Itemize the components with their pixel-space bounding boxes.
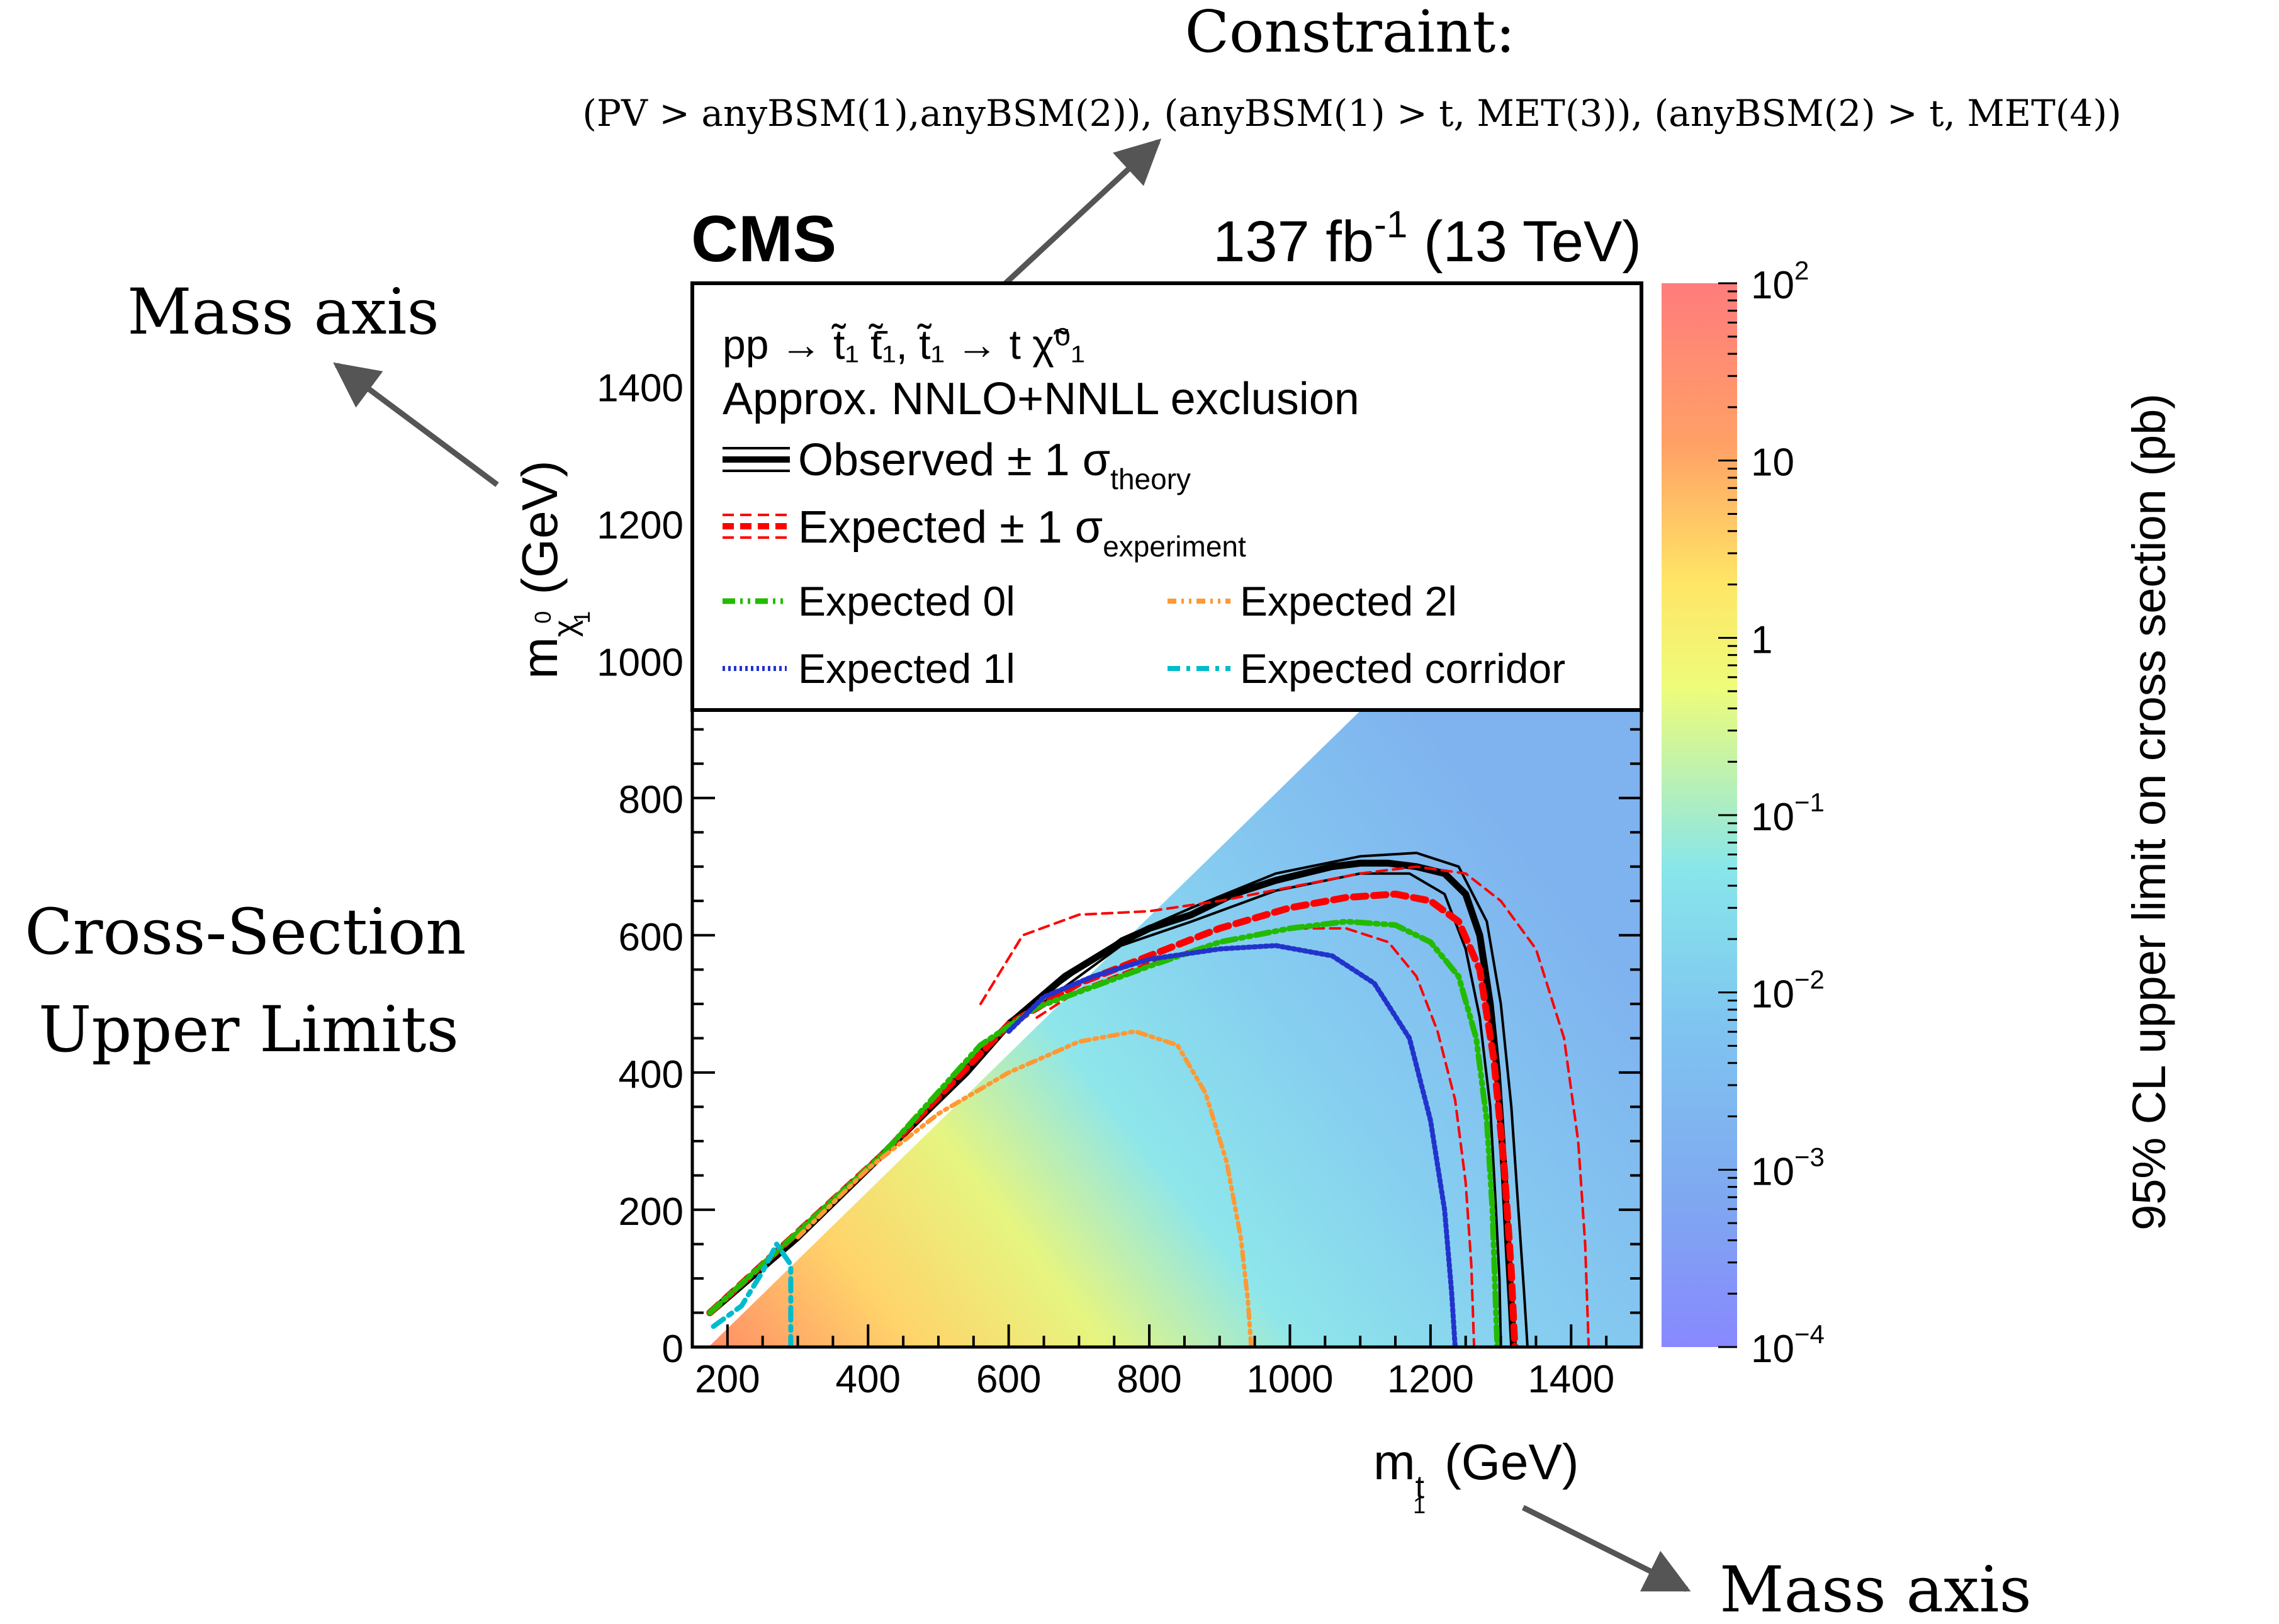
z-tick-label: 1	[1751, 618, 1772, 662]
lumi-label: 137 fb-1 (13 TeV)	[1213, 203, 1641, 274]
y-axis-title: mχ0 1(GeV)	[512, 460, 595, 679]
arrow-constraint	[979, 138, 1162, 308]
mass-axis-x-label: Mass axis	[1719, 1553, 2032, 1624]
legend: pp → t̃₁ t̃̄₁, t̃₁ → t χ̃⁰₁ Approx. NNLO…	[690, 281, 1643, 712]
arrow-mass-axis-x	[1521, 1504, 1691, 1593]
y-tick-label: 200	[619, 1190, 684, 1234]
contours	[706, 852, 1590, 1347]
y-tick-label: 600	[619, 916, 684, 959]
contour-expected-down	[1035, 927, 1476, 1347]
legend-expected-corridor: Expected corridor	[1168, 645, 1565, 692]
z-axis-title: 95% CL upper limit on cross section (pb)	[2123, 393, 2175, 1231]
constraint-title: Constraint:	[1185, 0, 1516, 65]
legend-observed: Observed ± 1 σtheory	[723, 435, 1191, 495]
contour-exp-corridor	[711, 1241, 794, 1347]
x-tick-label: 400	[836, 1358, 901, 1401]
contour-exp-1l	[1006, 943, 1458, 1347]
legend-expected-0l: Expected 0l	[723, 578, 1015, 624]
y-ticks: 0 200 400 600 800 1000 1200 1400	[597, 282, 1641, 1371]
x-tick-label: 1400	[1528, 1358, 1614, 1401]
z-tick-label: 10−3	[1751, 1142, 1825, 1193]
legend-expected-0l-label: Expected 0l	[798, 578, 1015, 624]
z-tick-label: 102	[1751, 256, 1809, 307]
contour-expected-up	[979, 865, 1590, 1347]
cross-section-label-line1: Cross-Section	[25, 895, 466, 969]
legend-expected-2l-label: Expected 2l	[1240, 578, 1457, 624]
y-tick-label: 1400	[597, 367, 684, 410]
contour-exp-2l	[796, 1029, 1254, 1347]
x-tick-label: 800	[1117, 1358, 1181, 1401]
legend-expected-label: Expected ± 1 σexperiment	[798, 502, 1246, 563]
y-tick-label: 800	[619, 779, 684, 822]
constraint-text: (PV > anyBSM(1),anyBSM(2)), (anyBSM(1) >…	[582, 92, 2121, 135]
legend-expected-1l: Expected 1l	[723, 645, 1015, 692]
x-tick-label: 200	[695, 1358, 760, 1401]
y-tick-label: 400	[619, 1053, 684, 1097]
arrow-mass-axis-y	[333, 362, 499, 487]
legend-expected-2l: Expected 2l	[1168, 578, 1457, 624]
contour-observed-down	[708, 872, 1502, 1347]
legend-expected-corridor-label: Expected corridor	[1240, 645, 1565, 692]
mass-axis-y-label: Mass axis	[127, 275, 439, 349]
colorbar: 102 10 1 10−1 10−2 10−3 10−4	[1662, 256, 1825, 1371]
x-tick-label: 1000	[1247, 1358, 1334, 1401]
legend-observed-label: Observed ± 1 σtheory	[798, 435, 1191, 495]
z-tick-label: 10−1	[1751, 787, 1825, 839]
z-tick-label: 10	[1751, 441, 1794, 485]
legend-exclusion: Approx. NNLO+NNLL exclusion	[723, 374, 1359, 424]
cross-section-label-line2: Upper Limits	[38, 993, 459, 1066]
legend-expected-1l-label: Expected 1l	[798, 645, 1015, 692]
z-tick-label: 10−2	[1751, 965, 1825, 1017]
legend-process: pp → t̃₁ t̃̄₁, t̃₁ → t χ̃⁰₁	[723, 321, 1085, 368]
x-tick-label: 600	[976, 1358, 1041, 1401]
heatmap-region	[709, 573, 1641, 1347]
cms-label: CMS	[691, 203, 836, 276]
x-axis-title: mt1(GeV)	[1373, 1434, 1578, 1518]
z-tick-label: 10−4	[1751, 1319, 1825, 1371]
y-tick-label: 1200	[597, 504, 684, 548]
legend-expected: Expected ± 1 σexperiment	[723, 502, 1246, 563]
z-ticks: 102 10 1 10−1 10−2 10−3 10−4	[1718, 256, 1825, 1371]
x-tick-label: 1200	[1387, 1358, 1474, 1401]
y-tick-label: 0	[662, 1328, 684, 1371]
legend-box	[690, 281, 1643, 712]
y-tick-label: 1000	[597, 641, 684, 685]
